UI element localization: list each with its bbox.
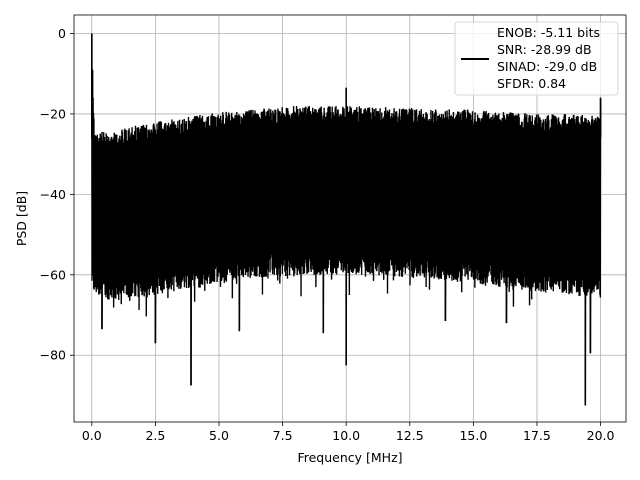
x-tick-label: 0.0 xyxy=(82,428,102,443)
x-tick-label: 2.5 xyxy=(145,428,165,443)
x-tick-label: 10.0 xyxy=(332,428,360,443)
x-tick-label: 17.5 xyxy=(523,428,551,443)
legend-box xyxy=(454,21,619,96)
x-tick-label: 15.0 xyxy=(459,428,487,443)
x-axis-label: Frequency [MHz] xyxy=(297,450,402,465)
y-tick-label: −20 xyxy=(40,106,66,121)
legend-line-2: SNR: -28.99 dB xyxy=(497,42,592,57)
axes-frame xyxy=(73,14,627,423)
legend: ENOB: -5.11 bits SNR: -28.99 dB SINAD: -… xyxy=(454,21,619,96)
y-tick-label: −40 xyxy=(40,187,66,202)
x-tick-label: 5.0 xyxy=(209,428,229,443)
legend-line-1: ENOB: -5.11 bits xyxy=(497,25,600,40)
y-tick-label: −60 xyxy=(40,267,66,282)
y-axis-label: PSD [dB] xyxy=(14,191,29,246)
x-tick-label: 12.5 xyxy=(396,428,424,443)
legend-line-3: SINAD: -29.0 dB xyxy=(497,59,597,74)
plot-area xyxy=(91,33,602,406)
axis-ticks: 0.0 2.5 5.0 7.5 10.0 12.5 15.0 17.5 20.0 0 −20 −40 −… xyxy=(40,26,615,443)
x-tick-label: 20.0 xyxy=(587,428,615,443)
y-tick-label: 0 xyxy=(58,26,66,41)
legend-line-4: SFDR: 0.84 xyxy=(497,76,566,91)
y-tick-label: −80 xyxy=(40,348,66,363)
x-tick-label: 7.5 xyxy=(273,428,293,443)
